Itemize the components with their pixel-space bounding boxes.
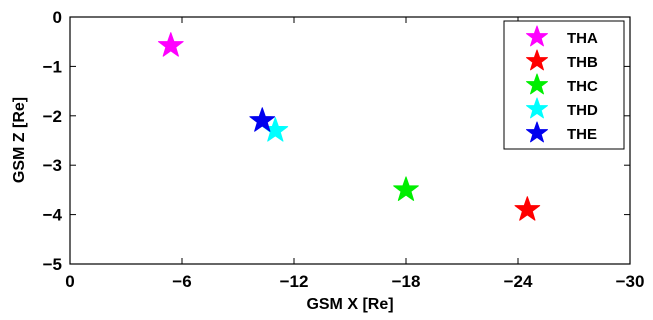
data-point-thc (393, 176, 419, 201)
legend-marker-the (526, 121, 548, 143)
x-axis-label: GSM X [Re] (306, 296, 393, 313)
legend: THA THB THC THD THE (503, 20, 625, 150)
y-axis-label: GSM Z [Re] (11, 97, 28, 183)
legend-marker-tha (526, 25, 548, 47)
y-tick-label: −1 (43, 57, 62, 76)
data-points (157, 32, 541, 221)
tick-labels: 0 −6 −12 −18 −24 −30 0 −1 −2 −3 −4 −5 (43, 8, 645, 291)
x-tick-label: −18 (392, 272, 421, 291)
data-point-the (249, 107, 276, 132)
legend-label-thb: THB (567, 54, 598, 71)
legend-label-tha: THA (567, 30, 598, 47)
x-tick-label: −12 (280, 272, 309, 291)
y-tick-label: 0 (53, 8, 62, 27)
y-tick-label: −4 (43, 206, 63, 225)
y-tick-label: −5 (43, 255, 62, 274)
legend-marker-thd (526, 97, 548, 119)
data-point-thb (514, 196, 541, 221)
legend-label-thc: THC (567, 78, 598, 95)
x-tick-label: −24 (504, 272, 533, 291)
legend-box (503, 20, 625, 150)
legend-marker-thb (526, 49, 548, 71)
x-tick-label: 0 (65, 272, 74, 291)
data-point-tha (157, 32, 184, 57)
y-tick-label: −3 (43, 156, 62, 175)
x-tick-label: −30 (616, 272, 645, 291)
legend-marker-thc (526, 73, 548, 95)
legend-label-thd: THD (567, 102, 598, 119)
plot-frame (69, 16, 631, 265)
x-tick-label: −6 (172, 272, 191, 291)
legend-label-the: THE (567, 126, 597, 143)
y-tick-label: −2 (43, 107, 62, 126)
